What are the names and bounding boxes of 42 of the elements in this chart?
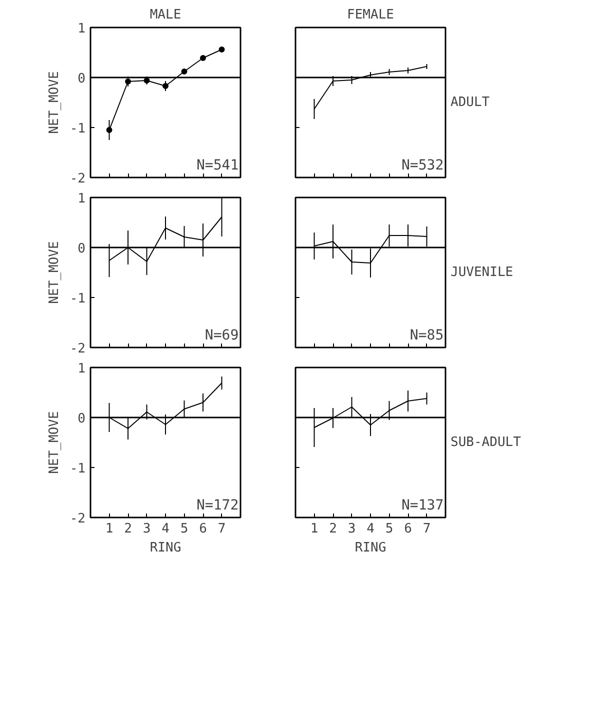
x-tick-label: 5: [385, 522, 394, 536]
y-tick-label: -1: [70, 292, 86, 306]
x-tick-label: 6: [199, 522, 207, 536]
y-tick-label: -2: [70, 342, 86, 356]
chart-title: FEMALE: [347, 8, 394, 22]
x-tick-label: 5: [180, 522, 188, 536]
x-tick-label: 6: [404, 522, 412, 536]
x-tick-label: 4: [162, 522, 170, 536]
x-tick-label: 2: [329, 522, 337, 536]
x-tick-label: 7: [218, 522, 226, 536]
x-tick-label: 3: [348, 522, 356, 536]
x-axis-title: RING: [150, 540, 182, 556]
y-axis-title: NET_MOVE: [46, 241, 62, 304]
y-tick-label: 0: [78, 242, 86, 256]
y-tick-label: 0: [78, 412, 86, 426]
y-tick-label: 1: [78, 192, 86, 206]
annotation: N=69: [204, 328, 239, 344]
x-tick-label: 7: [422, 522, 431, 536]
chart-title: MALE: [150, 8, 182, 22]
y-axis-title: NET_MOVE: [46, 71, 62, 134]
annotation: N=532: [401, 158, 444, 174]
y-axis-title: NET_MOVE: [46, 411, 62, 474]
x-axis-title: RING: [354, 540, 386, 556]
y-tick-label: 0: [78, 72, 86, 86]
text: JUVENILE: [450, 265, 514, 280]
x-tick-label: 1: [310, 522, 318, 536]
text: SUB-ADULT: [450, 435, 522, 450]
x-tick-label: 4: [366, 522, 375, 536]
y-tick-label: 1: [78, 22, 86, 36]
x-tick-label: 3: [142, 522, 151, 536]
y-tick-label: -2: [70, 172, 86, 186]
y-tick-label: 1: [78, 362, 86, 376]
x-tick-label: 2: [124, 522, 132, 536]
y-tick-label: -1: [70, 122, 86, 136]
y-tick-label: -2: [70, 512, 86, 526]
x-tick-label: 1: [105, 522, 114, 536]
annotation: N=137: [401, 498, 444, 514]
annotation: N=541: [196, 158, 239, 174]
annotation: N=85: [410, 328, 444, 344]
annotation: N=172: [196, 498, 239, 514]
y-tick-label: -1: [70, 462, 86, 476]
text: ADULT: [450, 95, 490, 110]
